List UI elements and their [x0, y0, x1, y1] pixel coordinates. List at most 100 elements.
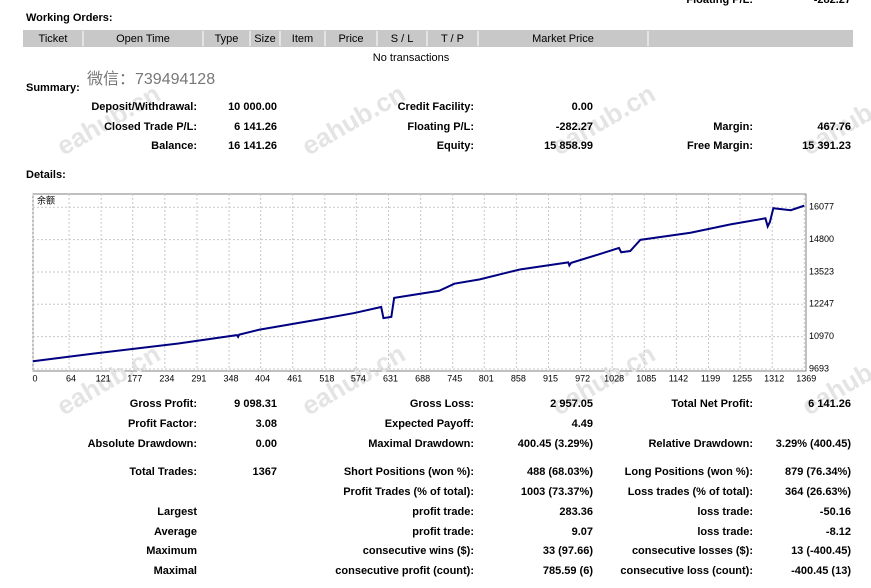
cell-value: -400.45 (13)	[791, 565, 851, 577]
cell-value: -50.16	[820, 506, 851, 518]
x-tick-label: 801	[479, 373, 494, 383]
legend-label: 余额	[37, 194, 55, 205]
y-tick-label: 13523	[809, 266, 834, 276]
x-tick-label: 461	[287, 373, 302, 383]
x-tick-label: 291	[191, 373, 206, 383]
x-tick-label: 348	[224, 373, 239, 383]
cell-value: 879 (76.34%)	[785, 466, 851, 478]
x-tick-label: 631	[383, 373, 398, 383]
cell-label: Maximal	[154, 565, 197, 577]
cell-value: 6 141.26	[808, 398, 851, 410]
cell-label: Profit Trades (% of total):	[343, 486, 474, 498]
cell-value: 3.08	[256, 418, 277, 430]
wechat-note: 微信：739494128	[87, 70, 215, 88]
x-tick-label: 1369	[796, 373, 816, 383]
cell-label: Credit Facility:	[398, 101, 474, 113]
cell-value: 467.76	[817, 121, 851, 133]
cell-label: Loss trades (% of total):	[628, 486, 753, 498]
cell-label: Equity:	[437, 140, 474, 152]
cell-value: 15 391.23	[802, 140, 851, 152]
section-title: Details:	[26, 169, 66, 181]
cell-label: profit trade:	[412, 526, 474, 538]
y-tick-label: 12247	[809, 299, 834, 309]
cell-label: consecutive loss (count):	[620, 565, 753, 577]
x-tick-label: 1199	[701, 373, 720, 383]
cell-label: profit trade:	[412, 506, 474, 518]
cell-label: Total Trades:	[129, 466, 197, 478]
x-tick-label: 1255	[732, 373, 752, 383]
x-tick-label: 1312	[764, 373, 784, 383]
column-header: Price	[338, 33, 363, 45]
section-title: Summary:	[26, 82, 80, 94]
cell-label: Long Positions (won %):	[625, 466, 753, 478]
cell-value: -282.27	[556, 121, 593, 133]
x-tick-label: 574	[351, 373, 366, 383]
cell-label: Deposit/Withdrawal:	[91, 101, 197, 113]
cell-label: Gross Loss:	[410, 398, 474, 410]
cell-label: Closed Trade P/L:	[104, 121, 197, 133]
column-header: S / L	[391, 33, 414, 45]
x-tick-label: 972	[575, 373, 590, 383]
y-tick-label: 14800	[809, 234, 834, 244]
cell-label: Profit Factor:	[128, 418, 197, 430]
cell-value: 785.59 (6)	[543, 565, 593, 577]
y-tick-label: 10970	[809, 331, 834, 341]
section-title: Working Orders:	[26, 12, 113, 24]
cell-value: 1003 (73.37%)	[521, 486, 593, 498]
cell-label: consecutive losses ($):	[632, 545, 753, 557]
cell-value: 16 141.26	[228, 140, 277, 152]
cell-value: 364 (26.63%)	[785, 486, 851, 498]
column-header: Ticket	[39, 33, 68, 45]
cell-label: Maximal Drawdown:	[368, 438, 474, 450]
x-tick-label: 64	[66, 373, 76, 383]
cell-label: Balance:	[151, 140, 197, 152]
cell-label: Maximum	[146, 545, 197, 557]
cell-value: -8.12	[826, 526, 851, 538]
x-tick-label: 121	[96, 373, 111, 383]
column-header: Item	[292, 33, 313, 45]
cell-label: loss trade:	[697, 506, 753, 518]
cell-label: Short Positions (won %):	[344, 466, 474, 478]
cell-label: Free Margin:	[687, 140, 753, 152]
cell-label: consecutive profit (count):	[335, 565, 474, 577]
cell-label: Gross Profit:	[130, 398, 197, 410]
cut-label: Floating P/L:	[686, 0, 753, 6]
column-header: Size	[254, 33, 275, 45]
balance-line	[32, 204, 805, 363]
cell-label: loss trade:	[697, 526, 753, 538]
x-tick-label: 1142	[669, 373, 688, 383]
column-header-bar	[23, 30, 853, 47]
cell-value: 400.45 (3.29%)	[518, 438, 594, 450]
cell-label: Absolute Drawdown:	[88, 438, 197, 450]
x-tick-label: 1085	[636, 373, 656, 383]
cell-value: 6 141.26	[234, 121, 277, 133]
cell-label: Margin:	[713, 121, 753, 133]
cell-value: 1367	[253, 466, 277, 478]
x-tick-label: 1028	[604, 373, 624, 383]
cell-label: Floating P/L:	[407, 121, 474, 133]
column-header: Open Time	[116, 33, 170, 45]
chart-frame	[32, 193, 807, 372]
cell-value: 2 957.05	[550, 398, 593, 410]
cell-value: 10 000.00	[228, 101, 277, 113]
cell-value: 9 098.31	[234, 398, 277, 410]
x-tick-label: 688	[415, 373, 430, 383]
y-tick-label: 9693	[809, 363, 829, 373]
x-tick-label: 0	[32, 373, 37, 383]
cell-value: 488 (68.03%)	[527, 466, 593, 478]
cell-label: consecutive wins ($):	[363, 545, 474, 557]
cell-value: 3.29% (400.45)	[776, 438, 852, 450]
cell-value: 283.36	[559, 506, 593, 518]
cell-value: 0.00	[572, 101, 593, 113]
cell-label: Relative Drawdown:	[648, 438, 753, 450]
cut-value: -282.27	[814, 0, 851, 6]
x-tick-label: 234	[159, 373, 174, 383]
cell-value: 9.07	[572, 526, 593, 538]
cell-value: 13 (-400.45)	[791, 545, 851, 557]
cell-value: 15 858.99	[544, 140, 593, 152]
x-tick-label: 404	[255, 373, 270, 383]
cell-value: 0.00	[256, 438, 277, 450]
cell-value: 33 (97.66)	[543, 545, 593, 557]
x-tick-label: 858	[511, 373, 526, 383]
